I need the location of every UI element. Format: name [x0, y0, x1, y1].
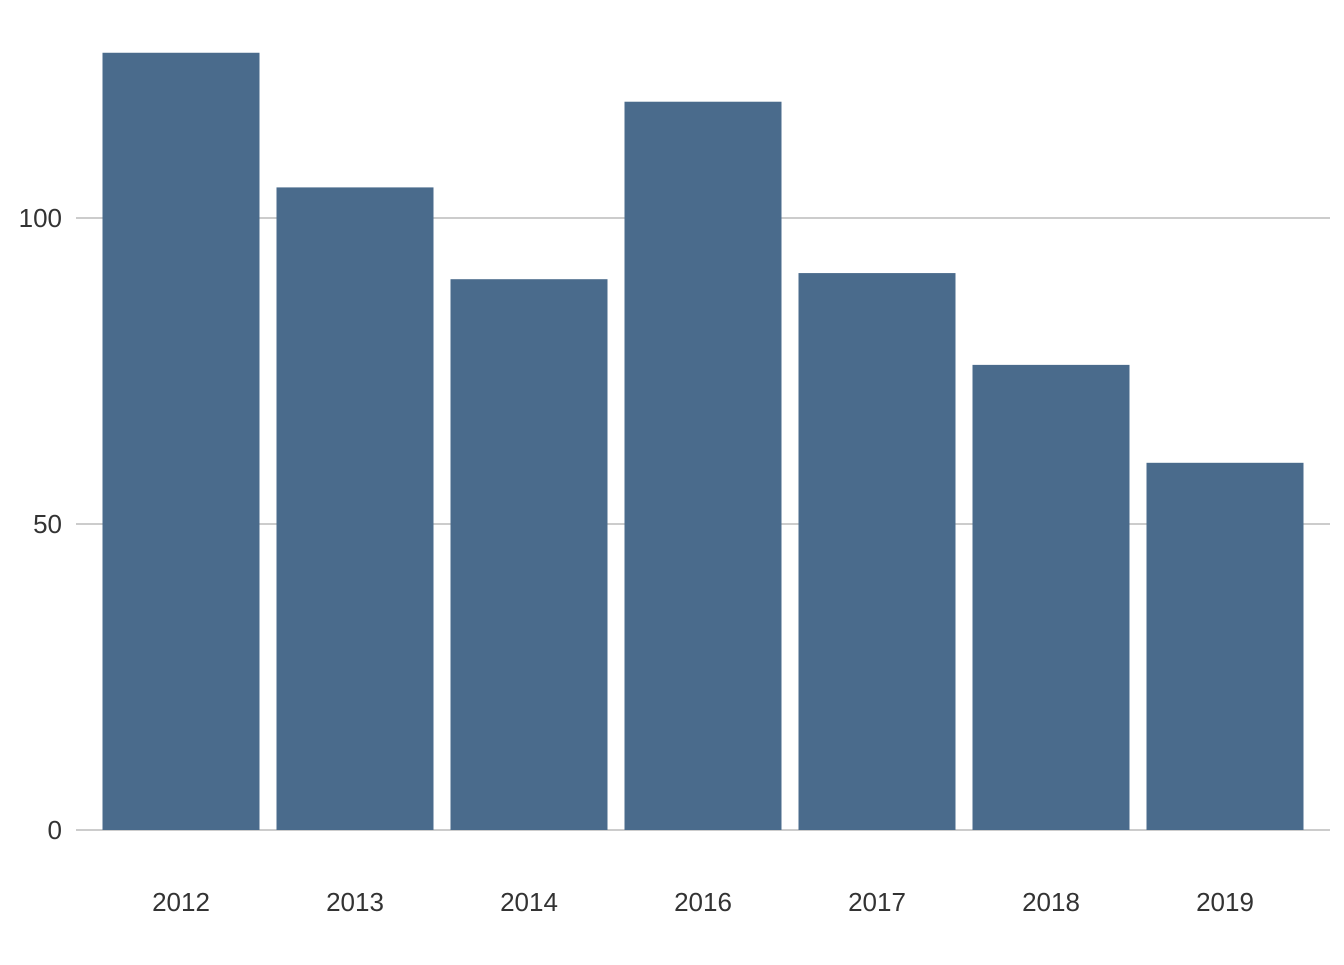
x-tick-label: 2013	[326, 887, 384, 917]
bar-2018	[972, 364, 1130, 830]
bar-2012	[102, 52, 260, 830]
x-tick-label: 2019	[1196, 887, 1254, 917]
bar-2016	[624, 101, 782, 831]
y-tick-label: 100	[19, 203, 62, 233]
x-tick-label: 2018	[1022, 887, 1080, 917]
x-tick-label: 2014	[500, 887, 558, 917]
bar-2013	[276, 187, 434, 830]
y-tick-label: 0	[48, 815, 62, 845]
x-tick-label: 2017	[848, 887, 906, 917]
x-axis-tick-labels: 2012 2013 2014 2016 2017 2018 2019	[152, 887, 1254, 917]
x-tick-label: 2012	[152, 887, 210, 917]
y-axis-tick-labels: 0 50 100	[19, 203, 62, 845]
y-tick-label: 50	[33, 509, 62, 539]
x-tick-label: 2016	[674, 887, 732, 917]
bar-2017	[798, 273, 956, 831]
bar-2019	[1146, 462, 1304, 830]
bar-2014	[450, 279, 608, 830]
bars	[102, 52, 1304, 831]
